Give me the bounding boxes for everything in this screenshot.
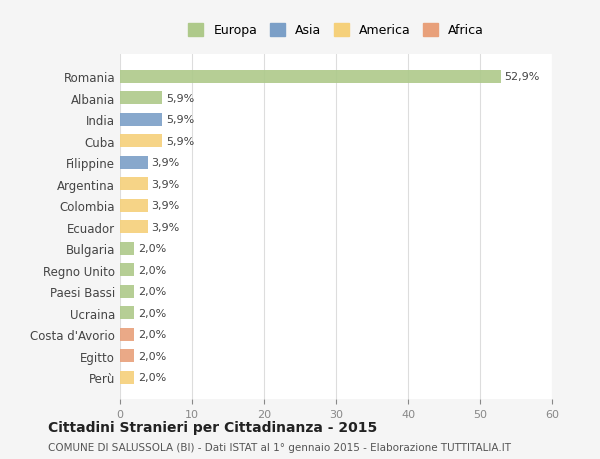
- Bar: [120, 307, 134, 319]
- Text: Cittadini Stranieri per Cittadinanza - 2015: Cittadini Stranieri per Cittadinanza - 2…: [48, 420, 377, 435]
- Text: 2,0%: 2,0%: [138, 265, 166, 275]
- Bar: [120, 371, 134, 384]
- Bar: [120, 328, 134, 341]
- Bar: [120, 349, 134, 362]
- Text: 2,0%: 2,0%: [138, 244, 166, 254]
- Text: 5,9%: 5,9%: [166, 94, 194, 104]
- Text: 3,9%: 3,9%: [152, 179, 180, 189]
- Bar: [120, 263, 134, 276]
- Bar: [120, 178, 148, 191]
- Text: 5,9%: 5,9%: [166, 136, 194, 146]
- Text: 2,0%: 2,0%: [138, 286, 166, 297]
- Text: 3,9%: 3,9%: [152, 201, 180, 211]
- Bar: [120, 199, 148, 212]
- Text: 5,9%: 5,9%: [166, 115, 194, 125]
- Bar: [120, 242, 134, 255]
- Bar: [120, 221, 148, 234]
- Text: 2,0%: 2,0%: [138, 330, 166, 339]
- Text: 3,9%: 3,9%: [152, 158, 180, 168]
- Bar: [120, 157, 148, 169]
- Text: 2,0%: 2,0%: [138, 308, 166, 318]
- Legend: Europa, Asia, America, Africa: Europa, Asia, America, Africa: [185, 20, 487, 41]
- Text: 52,9%: 52,9%: [505, 72, 540, 82]
- Text: 3,9%: 3,9%: [152, 222, 180, 232]
- Bar: [120, 285, 134, 298]
- Bar: [120, 92, 163, 105]
- Text: COMUNE DI SALUSSOLA (BI) - Dati ISTAT al 1° gennaio 2015 - Elaborazione TUTTITAL: COMUNE DI SALUSSOLA (BI) - Dati ISTAT al…: [48, 442, 511, 452]
- Bar: [120, 135, 163, 148]
- Text: 2,0%: 2,0%: [138, 372, 166, 382]
- Text: 2,0%: 2,0%: [138, 351, 166, 361]
- Bar: [120, 113, 163, 127]
- Bar: [120, 71, 501, 84]
